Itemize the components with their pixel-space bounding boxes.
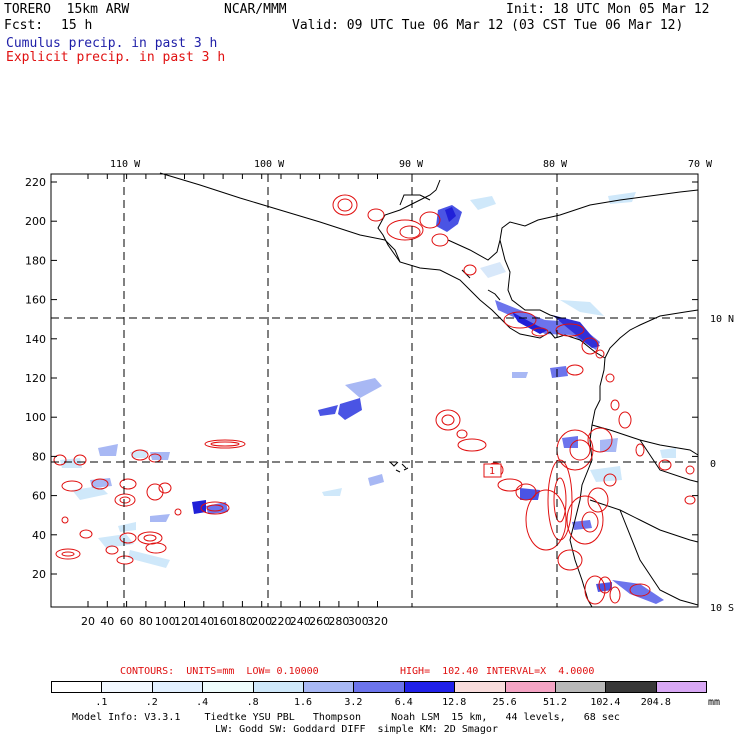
init-time: Init: 18 UTC Mon 05 Mar 12 <box>506 2 710 17</box>
colorbar-swatch <box>202 681 254 693</box>
y-tick-label: 60 <box>32 490 46 503</box>
colorbar-swatch <box>353 681 405 693</box>
colorbar-label: 12.8 <box>442 697 467 708</box>
colorbar-swatch <box>403 681 456 693</box>
y-tick-label: 140 <box>25 333 46 346</box>
colorbar-swatch <box>605 681 657 693</box>
colorbar-swatch <box>252 681 304 693</box>
org-label: NCAR/MMM <box>224 2 287 17</box>
x-tick-label: 300 <box>348 615 369 628</box>
y-tick-label: 100 <box>25 411 46 424</box>
colorbar-label: .1 <box>95 697 108 708</box>
lat-label: 0 <box>710 459 716 470</box>
colorbar-label: .4 <box>196 697 209 708</box>
lat-label: 10 N <box>710 314 734 325</box>
y-tick-label: 180 <box>25 254 46 267</box>
legend-cumulus: Cumulus precip. in past 3 h <box>6 36 218 51</box>
contour-info: CONTOURS: UNITS=mm LOW= 0.10000 <box>120 666 319 677</box>
lon-label: 100 W <box>254 159 285 170</box>
colorbar-unit: mm <box>708 697 721 708</box>
colorbar-label: 1.6 <box>293 697 313 708</box>
forecast-hours: 15 h <box>61 18 93 33</box>
colorbar-swatch <box>504 681 556 693</box>
model-info-physics: LW: Godd SW: Goddard DIFF simple KM: 2D … <box>215 724 498 735</box>
colorbar-swatch <box>101 681 153 693</box>
y-tick-label: 120 <box>25 372 46 385</box>
lon-label: 80 W <box>543 159 568 170</box>
x-tick-label: 80 <box>139 615 153 628</box>
lon-label: 70 W <box>688 159 713 170</box>
x-tick-label: 160 <box>213 615 234 628</box>
forecast-label: Fcst: <box>4 18 44 33</box>
colorbar-label: 25.6 <box>492 697 517 708</box>
x-tick-label: 240 <box>290 615 311 628</box>
colorbar-label: .2 <box>145 697 158 708</box>
x-tick-label: 220 <box>271 615 292 628</box>
y-tick-label: 80 <box>32 450 46 463</box>
x-axis-labels: 20 40 60 80 10012014016018020022024026028030… <box>81 615 388 628</box>
contour-interval: INTERVAL=X 4.0000 <box>486 666 595 677</box>
colorbar-label: 6.4 <box>394 697 413 708</box>
y-tick-label: 220 <box>25 176 46 189</box>
contour-high: HIGH= 102.40 <box>400 666 479 677</box>
y-tick-label: 160 <box>25 294 46 307</box>
colorbar-label: 51.2 <box>542 697 568 708</box>
colorbar-label: 102.4 <box>590 697 621 708</box>
x-tick-label: 120 <box>174 615 195 628</box>
colorbar-label: 204.8 <box>640 697 671 708</box>
x-tick-label: 20 <box>81 615 95 628</box>
x-tick-label: 280 <box>328 615 349 628</box>
colorbar-label: .8 <box>246 697 259 708</box>
lon-label: 110 W <box>110 159 141 170</box>
colorbar-swatch <box>151 681 204 693</box>
y-tick-label: 20 <box>32 568 46 581</box>
x-tick-label: 40 <box>100 615 114 628</box>
x-tick-label: 100 <box>155 615 176 628</box>
latlon-grid <box>51 174 698 607</box>
contour-label-box: 1 <box>483 463 502 478</box>
plot-frame <box>50 173 699 608</box>
y-axis-labels: 220 200 180 160 140 120 100 80 60 40 20 <box>25 176 46 581</box>
x-tick-label: 60 <box>120 615 134 628</box>
y-tick-label: 200 <box>25 215 46 228</box>
colorbar-swatch <box>555 681 607 693</box>
colorbar-swatch <box>51 681 103 693</box>
x-tick-label: 180 <box>232 615 253 628</box>
colorbar-label: 3.2 <box>344 697 363 708</box>
x-tick-label: 260 <box>309 615 330 628</box>
coastlines <box>159 172 699 608</box>
colorbar-swatch <box>454 681 506 693</box>
legend-explicit: Explicit precip. in past 3 h <box>6 50 226 65</box>
axis-ticks <box>51 174 698 607</box>
lat-label: 10 S <box>710 603 734 614</box>
x-tick-label: 200 <box>251 615 272 628</box>
cumulus-precip-shading <box>60 192 676 604</box>
x-tick-label: 320 <box>367 615 388 628</box>
colorbar-swatch <box>303 681 355 693</box>
explicit-precip-contours <box>53 194 696 605</box>
colorbar-swatch <box>655 681 708 693</box>
contour-label: 1 <box>489 466 495 477</box>
valid-time: Valid: 09 UTC Tue 06 Mar 12 (03 CST Tue … <box>292 18 684 33</box>
y-tick-label: 40 <box>32 529 46 542</box>
lon-label: 90 W <box>399 159 424 170</box>
model-info: Model Info: V3.3.1 Tiedtke YSU PBL Thomp… <box>72 712 620 723</box>
x-tick-label: 140 <box>193 615 214 628</box>
model-title: TORERO 15km ARW <box>4 2 130 17</box>
